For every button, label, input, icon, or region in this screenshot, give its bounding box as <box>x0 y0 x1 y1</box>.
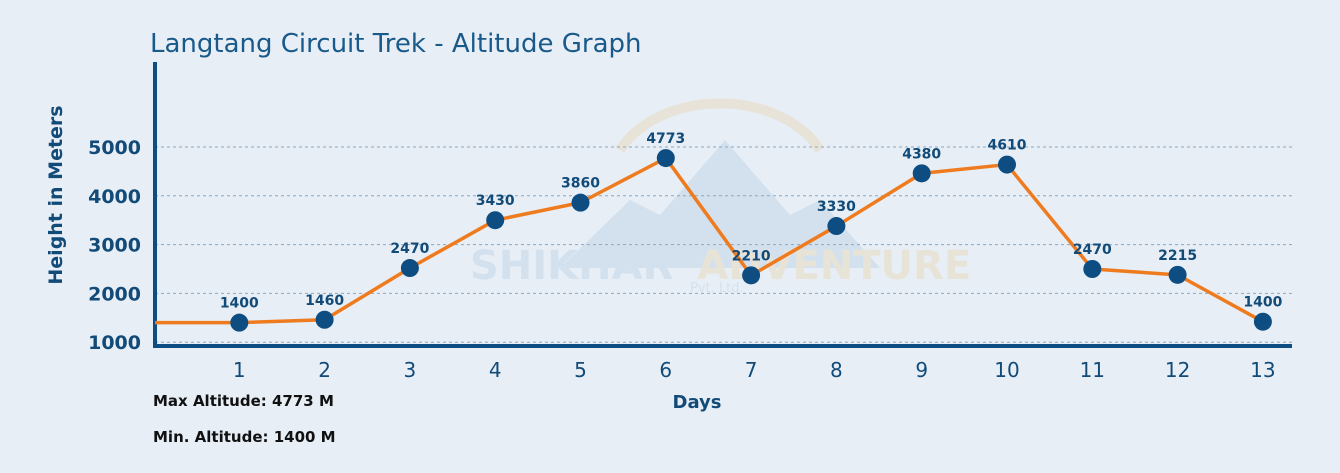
x-tick-label: 5 <box>574 358 587 382</box>
x-tick-label: 1 <box>233 358 246 382</box>
y-tick-label: 4000 <box>88 186 141 208</box>
data-label: 1400 <box>220 296 259 312</box>
y-ticks: 1000 2000 3000 4000 5000 <box>88 137 141 354</box>
watermark-text-shikhar: SHIKHAR <box>470 243 673 289</box>
data-point <box>1168 265 1187 284</box>
data-label: 3330 <box>817 199 856 215</box>
data-label: 2470 <box>390 241 429 257</box>
x-tick-label: 13 <box>1250 358 1275 382</box>
data-label: 4610 <box>988 138 1027 154</box>
x-tick-label: 10 <box>994 358 1019 382</box>
data-point <box>400 259 419 278</box>
data-point <box>656 149 675 168</box>
x-tick-label: 7 <box>745 358 758 382</box>
data-point <box>912 164 931 183</box>
x-tick-label: 12 <box>1165 358 1190 382</box>
data-label: 3430 <box>476 193 515 209</box>
data-point <box>1083 260 1102 278</box>
watermark-mountain-icon <box>560 140 880 268</box>
data-point <box>1253 312 1272 331</box>
data-points <box>230 149 1272 332</box>
x-tick-label: 6 <box>659 358 672 382</box>
series-line <box>155 156 1264 325</box>
y-tick-label: 2000 <box>88 283 141 305</box>
data-point <box>486 211 505 230</box>
x-tick-label: 11 <box>1080 358 1105 382</box>
data-label: 1400 <box>1243 295 1282 311</box>
y-axis-label: Height in Meters <box>45 105 67 284</box>
watermark: SHIKHAR ADVENTURE Pvt. Ltd. <box>470 98 971 296</box>
x-tick-label: 9 <box>915 358 928 382</box>
data-point <box>998 155 1016 174</box>
data-label: 3860 <box>561 176 600 192</box>
y-tick-label: 3000 <box>88 235 141 257</box>
y-tick-label: 5000 <box>88 137 141 159</box>
chart-title: Langtang Circuit Trek - Altitude Graph <box>150 29 642 59</box>
watermark-subtext: Pvt. Ltd. <box>690 281 744 296</box>
data-point <box>230 313 249 332</box>
data-label: 2210 <box>732 248 771 264</box>
data-point <box>315 310 334 329</box>
watermark-arc-icon <box>615 98 825 153</box>
x-tick-label: 2 <box>318 358 331 382</box>
max-altitude-text: Max Altitude: 4773 M <box>153 392 334 410</box>
data-label: 4380 <box>902 146 941 162</box>
x-ticks: 1 2 3 4 5 6 7 8 9 10 11 12 13 <box>233 358 1276 382</box>
x-tick-label: 8 <box>830 358 843 382</box>
data-point <box>742 266 761 285</box>
data-label: 2470 <box>1073 242 1112 258</box>
data-point <box>571 193 590 212</box>
axes <box>153 62 1292 348</box>
x-axis-label: Days <box>673 392 722 413</box>
data-label: 4773 <box>646 131 685 147</box>
min-altitude-text: Min. Altitude: 1400 M <box>153 428 336 446</box>
y-tick-label: 1000 <box>88 332 141 354</box>
data-label: 2215 <box>1158 248 1197 264</box>
data-label: 1460 <box>305 293 344 309</box>
series-altitude <box>155 156 1264 325</box>
data-labels: 1400 1460 2470 3430 3860 4773 2210 3330 4380 4610… <box>220 131 1283 312</box>
x-tick-label: 4 <box>489 358 502 382</box>
x-tick-label: 3 <box>404 358 417 382</box>
data-point <box>827 217 846 236</box>
